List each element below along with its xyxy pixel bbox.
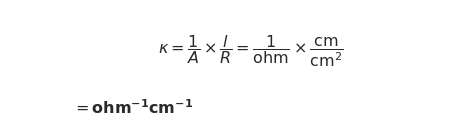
Text: $\kappa = \dfrac{1}{A} \times \dfrac{l}{R} = \dfrac{1}{\mathrm{ohm}} \times \dfr: $\kappa = \dfrac{1}{A} \times \dfrac{l}{… xyxy=(158,33,344,69)
Text: $= \mathbf{ohm^{-1}cm^{-1}}$: $= \mathbf{ohm^{-1}cm^{-1}}$ xyxy=(72,99,193,117)
